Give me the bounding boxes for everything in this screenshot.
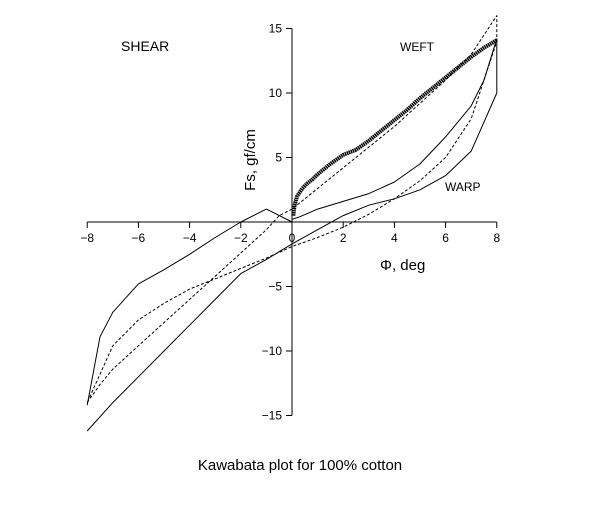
x-tick-label: −2 — [234, 231, 248, 245]
chart-title: Kawabata plot for 100% cotton — [197, 457, 403, 474]
series-layer — [86, 15, 498, 432]
y-tick-label: 10 — [269, 86, 283, 100]
x-tick-label: −4 — [183, 231, 197, 245]
x-tick-label: −6 — [132, 231, 146, 245]
x-tick-label: 2 — [340, 231, 347, 245]
x-axis: −8−6−4−202468 — [80, 221, 500, 245]
y-tick-label: −5 — [268, 280, 282, 294]
x-tick-label: 8 — [493, 231, 500, 245]
panel-label: SHEAR — [121, 38, 169, 54]
x-axis-ticks: −8−6−4−202468 — [80, 222, 500, 245]
warp-annotation: WARP — [445, 180, 481, 194]
series-warp-line — [86, 38, 498, 432]
x-tick-label: 6 — [442, 231, 449, 245]
y-axis-ticks: −15 −10 −5 5 10 15 — [262, 22, 292, 423]
x-tick-label: −8 — [80, 231, 94, 245]
y-tick-label: 15 — [269, 22, 283, 36]
y-tick-label: 5 — [275, 151, 282, 165]
y-tick-label: −15 — [262, 409, 283, 423]
y-axis: −15 −10 −5 5 10 15 — [262, 22, 293, 423]
y-tick-label: −10 — [262, 344, 283, 358]
x-axis-label: Φ, deg — [380, 257, 425, 274]
series-weft-line — [86, 15, 498, 403]
y-axis-label: Fs, gf/cm — [242, 129, 259, 191]
x-tick-label: 4 — [391, 231, 398, 245]
weft-annotation: WEFT — [400, 40, 435, 54]
series-2-line — [291, 38, 498, 216]
